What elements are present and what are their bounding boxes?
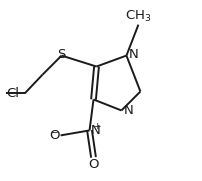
Text: N: N [123, 104, 133, 117]
Text: O: O [49, 129, 59, 142]
Text: −: − [50, 127, 57, 136]
Text: N: N [128, 48, 138, 61]
Text: N: N [90, 124, 100, 137]
Text: S: S [57, 48, 65, 61]
Text: +: + [92, 121, 100, 131]
Text: CH$_3$: CH$_3$ [125, 9, 151, 24]
Text: O: O [88, 158, 98, 171]
Text: Cl: Cl [7, 87, 20, 100]
